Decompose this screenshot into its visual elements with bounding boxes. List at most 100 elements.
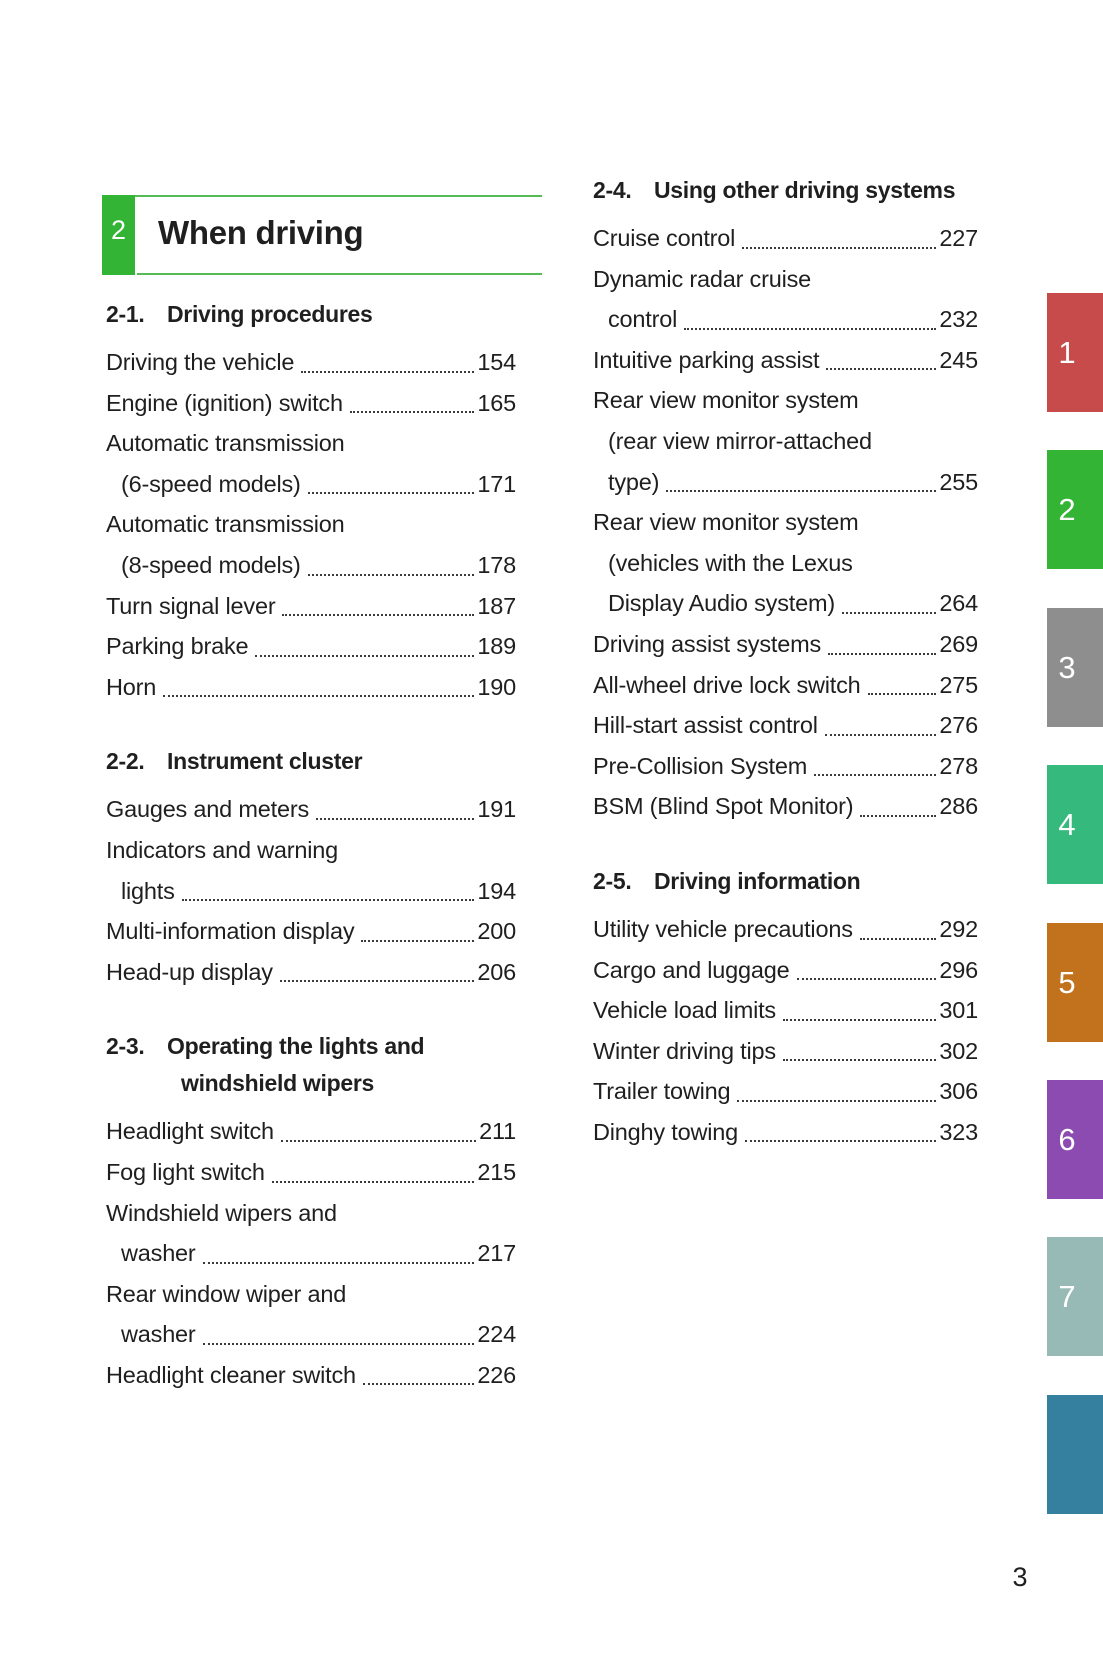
toc-entry-line: Headlight switch 211	[106, 1111, 516, 1152]
toc-entry: Driving assist systems 269	[593, 624, 978, 665]
toc-entry-line: (rear view mirror-attached	[593, 421, 978, 462]
section-title: Using other driving systems	[654, 172, 978, 209]
section-title: Driving information	[654, 863, 978, 900]
section-heading: 2-1. Driving procedures	[106, 296, 516, 333]
toc-entry: Vehicle load limits 301	[593, 990, 978, 1031]
toc-entry-line: Pre-Collision System 278	[593, 746, 978, 787]
toc-entry: BSM (Blind Spot Monitor) 286	[593, 786, 978, 827]
dot-leader	[271, 1180, 475, 1183]
entry-label: Parking brake	[106, 633, 249, 660]
entry-label: Automatic transmission	[106, 511, 345, 538]
section-title: Operating the lights and windshield wiper…	[167, 1028, 516, 1102]
entry-label: washer	[121, 1321, 196, 1348]
entry-page-number: 190	[477, 673, 516, 700]
section-number: 2-3.	[106, 1033, 145, 1060]
toc-section: 2-5. Driving information Utility vehicle p…	[593, 863, 978, 1153]
toc-entry: Hill-start assist control 276	[593, 705, 978, 746]
entry-label: Utility vehicle precautions	[593, 915, 853, 942]
entry-label: Automatic transmission	[106, 430, 345, 457]
toc-entry-line: Headlight cleaner switch 226	[106, 1355, 516, 1396]
toc-section: 2-1. Driving procedures Driving the vehicl…	[106, 296, 516, 707]
entry-label: Rear window wiper and	[106, 1280, 347, 1307]
toc-entry-line: Vehicle load limits 301	[593, 990, 978, 1031]
entry-page-number: 217	[477, 1240, 516, 1267]
dot-leader	[745, 1139, 937, 1143]
section-title-line: Using other driving systems	[654, 177, 956, 203]
toc-entry-line: control 232	[593, 299, 978, 340]
chapter-number-badge: 2	[102, 195, 135, 275]
dot-leader	[860, 814, 937, 817]
dot-leader	[163, 694, 475, 698]
entry-label: control	[608, 306, 678, 333]
toc-entry-line: Fog light switch 215	[106, 1152, 516, 1193]
toc-entry-line: (6-speed models) 171	[106, 464, 516, 505]
section-title-line: windshield wipers	[181, 1070, 374, 1097]
entry-label: BSM (Blind Spot Monitor)	[593, 793, 854, 820]
toc-entry: Driving the vehicle 154	[106, 342, 516, 383]
toc-entry-line: type) 255	[593, 462, 978, 503]
chapter-side-tab-6: 6	[1047, 1080, 1103, 1199]
entry-page-number: 178	[477, 551, 516, 578]
dot-leader	[742, 246, 937, 249]
toc-entry: Parking brake 189	[106, 626, 516, 667]
entry-page-number: 171	[477, 470, 516, 497]
toc-entry: Rear view monitor system (rear view mirro…	[593, 380, 978, 502]
entry-label: Engine (ignition) switch	[106, 389, 343, 416]
toc-entry: Automatic transmission (8-speed models) 17…	[106, 504, 516, 585]
toc-entry: Indicators and warning lights 194	[106, 830, 516, 911]
dot-leader	[737, 1099, 937, 1102]
toc-entry-line: Turn signal lever 187	[106, 586, 516, 627]
entry-page-number: 286	[939, 793, 978, 820]
chapter-side-tab-4: 4	[1047, 765, 1103, 884]
section-heading: 2-4. Using other driving systems	[593, 172, 978, 209]
entry-label: Horn	[106, 673, 157, 700]
dot-leader	[841, 611, 937, 614]
section-title-line: Driving information	[654, 867, 861, 894]
toc-entry-line: Cargo and luggage 296	[593, 950, 978, 991]
entry-label: Pre-Collision System	[593, 752, 808, 779]
dot-leader	[202, 1261, 475, 1264]
chapter-side-tab-blank	[1047, 1395, 1103, 1514]
entry-page-number: 154	[477, 349, 516, 375]
toc-entry-line: Intuitive parking assist 245	[593, 340, 978, 381]
chapter-side-tab-2: 2	[1047, 450, 1103, 569]
entry-page-number: 275	[939, 671, 978, 698]
entry-label: Dinghy towing	[593, 1118, 739, 1145]
toc-entry-line: Hill-start assist control 276	[593, 705, 978, 746]
toc-left-column: 2-1. Driving procedures Driving the vehicl…	[106, 296, 516, 1431]
chapter-side-tab-1: 1	[1047, 293, 1103, 412]
entry-page-number: 187	[477, 592, 516, 619]
toc-entry-line: Parking brake 189	[106, 626, 516, 667]
toc-entry-line: Winter driving tips 302	[593, 1031, 978, 1072]
toc-section: 2-3. Operating the lights and windshield w…	[106, 1028, 516, 1395]
section-number: 2-1.	[106, 301, 145, 327]
entry-page-number: 232	[939, 306, 978, 333]
toc-entry-line: (vehicles with the Lexus	[593, 543, 978, 584]
section-heading: 2-2. Instrument cluster	[106, 743, 516, 780]
toc-entry: Automatic transmission (6-speed models) 17…	[106, 423, 516, 504]
dot-leader	[362, 1382, 475, 1386]
dot-leader	[181, 898, 475, 902]
toc-entry-line: lights 194	[106, 871, 516, 912]
dot-leader	[782, 1058, 937, 1062]
toc-entry-line: Trailer towing 306	[593, 1071, 978, 1112]
entry-page-number: 302	[939, 1037, 978, 1064]
dot-leader	[301, 370, 475, 373]
chapter-header: 2 When driving	[102, 195, 542, 275]
toc-entry: Cargo and luggage 296	[593, 950, 978, 991]
dot-leader	[361, 939, 475, 942]
toc-entry-line: Head-up display 206	[106, 952, 516, 993]
toc-entry: Horn 190	[106, 667, 516, 708]
section-number: 2-2.	[106, 748, 145, 775]
toc-entry: Rear window wiper and washer 224	[106, 1274, 516, 1355]
dot-leader	[859, 937, 937, 940]
entry-page-number: 269	[939, 630, 978, 657]
dot-leader	[279, 979, 475, 983]
entry-label: Headlight cleaner switch	[106, 1361, 356, 1388]
dot-leader	[826, 367, 937, 371]
dot-leader	[202, 1342, 475, 1345]
entry-label: Multi-information display	[106, 918, 355, 945]
toc-entry-line: Indicators and warning	[106, 830, 516, 871]
toc-entry-line: All-wheel drive lock switch 275	[593, 665, 978, 706]
entry-label: Head-up display	[106, 958, 273, 985]
